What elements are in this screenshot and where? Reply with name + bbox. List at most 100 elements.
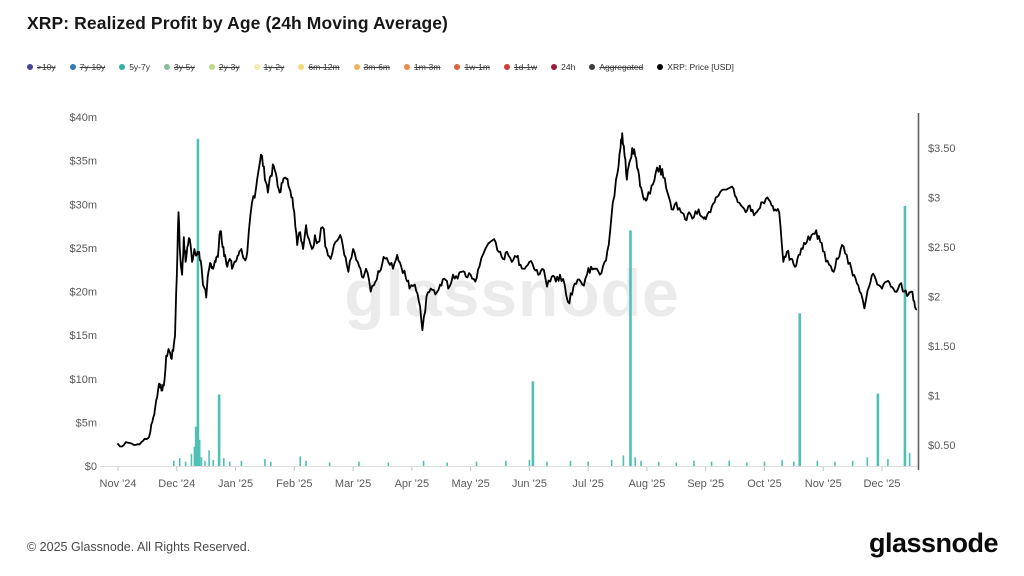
realized-profit-bar[interactable] <box>763 461 766 466</box>
realized-profit-bar[interactable] <box>693 460 695 466</box>
realized-profit-bar[interactable] <box>569 460 572 466</box>
realized-profit-bar[interactable] <box>200 457 203 466</box>
legend-item-label: Aggregated <box>599 62 644 72</box>
legend: >10y 7y-10y 5y-7y 3y-5y 2y-3y 1y-2y 6m-12m 3m-6… <box>27 62 987 72</box>
realized-profit-bar[interactable] <box>622 455 625 466</box>
realized-profit-bar[interactable] <box>446 462 448 466</box>
realized-profit-bar[interactable] <box>422 460 425 466</box>
realized-profit-bar[interactable] <box>587 461 589 466</box>
x-axis-label: Sep '25 <box>687 478 724 490</box>
realized-profit-bar[interactable] <box>908 452 911 466</box>
legend-dot-icon <box>657 64 664 70</box>
realized-profit-bar[interactable] <box>222 458 225 466</box>
y-axis-right-label: $0.50 <box>928 440 956 452</box>
legend-item-xrp-price-usd[interactable]: XRP: Price [USD] <box>657 62 734 72</box>
y-axis-left-label: $0 <box>85 461 97 473</box>
legend-dot-icon <box>119 64 126 70</box>
x-axis-label: Mar '25 <box>335 478 371 490</box>
glassnode-logo: glassnode <box>868 528 999 558</box>
realized-profit-bar[interactable] <box>305 460 307 466</box>
realized-profit-bar[interactable] <box>178 458 181 466</box>
realized-profit-bar[interactable] <box>299 456 301 466</box>
realized-profit-bar[interactable] <box>190 453 193 466</box>
realized-profit-bar[interactable] <box>358 461 360 466</box>
realized-profit-bar[interactable] <box>629 230 632 466</box>
legend-item-label: XRP: Price [USD] <box>667 62 734 72</box>
legend-item-10y[interactable]: >10y <box>27 62 56 72</box>
legend-dot-icon <box>208 64 215 70</box>
realized-profit-bar[interactable] <box>640 460 642 466</box>
realized-profit-bar[interactable] <box>887 459 889 466</box>
legend-item-5y-7y[interactable]: 5y-7y <box>119 62 150 72</box>
realized-profit-bar[interactable] <box>204 460 206 466</box>
x-axis-label: Apr '25 <box>395 478 430 490</box>
legend-dot-icon <box>404 64 411 70</box>
legend-item-label: 1m-3m <box>414 62 441 72</box>
realized-profit-bar[interactable] <box>728 460 731 466</box>
y-axis-right-label: $1 <box>928 391 940 403</box>
realized-profit-bar[interactable] <box>798 313 802 466</box>
realized-profit-bar[interactable] <box>675 462 678 466</box>
realized-profit-bar[interactable] <box>505 460 507 466</box>
realized-profit-bar[interactable] <box>531 381 535 466</box>
legend-item-24h[interactable]: 24h <box>551 62 575 72</box>
realized-profit-bar[interactable] <box>634 457 636 466</box>
realized-profit-bar[interactable] <box>546 461 548 466</box>
realized-profit-bar[interactable] <box>781 459 783 466</box>
realized-profit-bar[interactable] <box>528 459 531 466</box>
realized-profit-bar[interactable] <box>270 461 272 466</box>
x-axis-label: Feb '25 <box>276 478 312 490</box>
legend-item-label: 1d-1w <box>513 62 538 72</box>
y-axis-left-label: $10m <box>69 374 97 386</box>
realized-profit-bar[interactable] <box>710 461 713 466</box>
legend-item-label: 7y-10y <box>79 62 106 72</box>
x-axis-label: Dec '25 <box>864 478 901 490</box>
realized-profit-bar[interactable] <box>834 461 836 466</box>
legend-item-6m-12m[interactable]: 6m-12m <box>298 62 340 72</box>
realized-profit-bar[interactable] <box>816 460 819 466</box>
realized-profit-bar[interactable] <box>194 426 198 466</box>
realized-profit-bar[interactable] <box>240 460 243 466</box>
legend-item-aggregated[interactable]: Aggregated <box>589 62 643 72</box>
realized-profit-bar[interactable] <box>228 461 231 466</box>
realized-profit-bar[interactable] <box>212 459 215 466</box>
y-axis-left-label: $35m <box>69 156 97 168</box>
realized-profit-bar[interactable] <box>876 393 880 466</box>
y-axis-right-label: $1.50 <box>928 341 956 353</box>
legend-item-3y-5y[interactable]: 3y-5y <box>163 62 195 72</box>
realized-profit-bar[interactable] <box>193 446 196 466</box>
legend-item-2y-3y[interactable]: 2y-3y <box>208 62 240 72</box>
price-line <box>117 132 917 448</box>
realized-profit-bar[interactable] <box>196 138 200 466</box>
x-axis-label: Aug '25 <box>628 478 665 490</box>
realized-profit-bar[interactable] <box>903 205 907 466</box>
realized-profit-bar[interactable] <box>746 462 748 466</box>
legend-item-1d-1w[interactable]: 1d-1w <box>503 62 538 72</box>
realized-profit-bar[interactable] <box>866 457 869 466</box>
legend-item-3m-6m[interactable]: 3m-6m <box>353 62 390 72</box>
legend-item-label: 5y-7y <box>129 62 150 72</box>
realized-profit-bar[interactable] <box>475 461 478 466</box>
realized-profit-bar[interactable] <box>328 462 331 466</box>
y-axis-left-label: $20m <box>69 287 97 299</box>
x-axis-label: Jun '25 <box>512 478 547 490</box>
realized-profit-bar[interactable] <box>657 461 660 466</box>
legend-item-7y-10y[interactable]: 7y-10y <box>69 62 106 72</box>
realized-profit-bar[interactable] <box>610 459 613 466</box>
realized-profit-bar[interactable] <box>387 462 390 466</box>
realized-profit-bar[interactable] <box>208 450 210 466</box>
realized-profit-bar[interactable] <box>184 461 187 466</box>
legend-item-label: 6m-12m <box>308 62 340 72</box>
realized-profit-bar[interactable] <box>851 460 854 466</box>
realized-profit-bar[interactable] <box>173 460 175 466</box>
realized-profit-bar[interactable] <box>198 439 201 466</box>
legend-item-label: 3y-5y <box>173 62 195 72</box>
realized-profit-bar[interactable] <box>217 394 221 466</box>
legend-dot-icon <box>253 64 260 70</box>
legend-item-1m-3m[interactable]: 1m-3m <box>404 62 440 72</box>
legend-item-1w-1m[interactable]: 1w-1m <box>454 62 490 72</box>
realized-profit-bar[interactable] <box>793 461 795 466</box>
realized-profit-bar[interactable] <box>264 459 266 466</box>
legend-item-1y-2y[interactable]: 1y-2y <box>253 62 284 72</box>
